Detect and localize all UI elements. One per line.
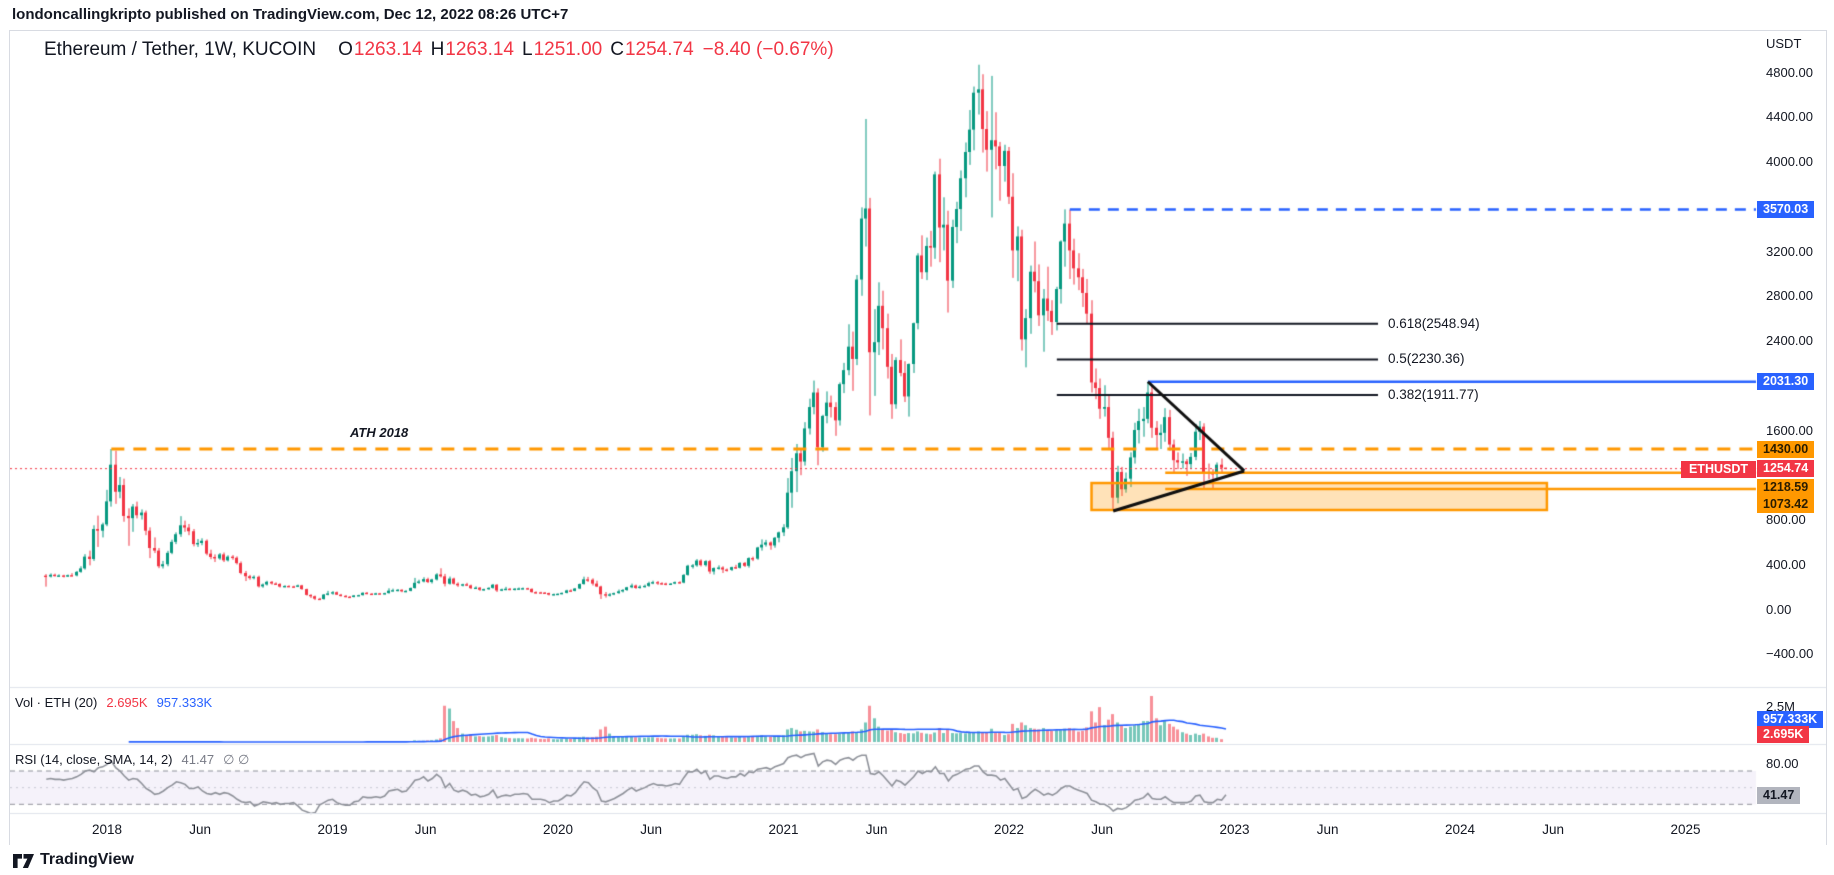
price-axis-tick: 4000.00 [1766,154,1813,169]
time-axis-tick: 2025 [1670,822,1701,837]
price-axis-tick: 2400.00 [1766,333,1813,348]
time-axis-tick: 2020 [542,822,574,837]
time-axis-tick: Jun [1316,822,1339,837]
time-axis-tick: Jun [189,822,212,837]
change-value: −8.40 (−0.67%) [702,39,834,60]
price-axis-tick: 800.00 [1766,512,1806,527]
rsi-axis-tick: 80.00 [1766,755,1799,771]
fib-level-label: 0.618(2548.94) [1388,315,1480,331]
chart-widget: Ethereum / Tether, 1W, KUCOIN O1263.14 H12… [9,30,1827,846]
fib-level-label: 0.382(1911.77) [1388,387,1479,403]
price-axis-tick: 3200.00 [1766,243,1813,259]
price-axis-tick: 400.00 [1766,556,1806,572]
price-axis[interactable]: USDT 4800.00 4400.00 4000.00 3200.00 2800.00 2… [1756,31,1826,813]
price-axis-tick: 0.00 [1766,601,1792,617]
volume-legend-ma: 957.333K [156,695,213,710]
attribution-text: londoncallingkripto published on Trading… [12,6,569,23]
open-value: 1263.14 [353,39,423,60]
tradingview-logo-icon[interactable] [12,850,35,872]
badge-resistance-2031: 2031.30 [1757,373,1815,391]
badge-resistance-3570: 3570.03 [1757,201,1815,219]
close-value: 1254.74 [624,39,694,60]
price-axis-unit: USDT [1766,36,1802,51]
time-axis-tick: Jun [1091,822,1114,837]
low-value: 1251.00 [533,39,603,60]
volume-legend-label: Vol · ETH (20) [15,695,98,710]
price-axis-tick: 1600.00 [1766,422,1813,438]
time-axis[interactable]: 2018 Jun 2019 Jun 2020 Jun 2021 Jun 2022 Jun 2023 J… [10,813,1826,845]
time-axis-tick: 2019 [317,822,348,837]
price-axis-tick: 4800.00 [1766,64,1813,80]
badge-support-1073: 1073.42 [1757,495,1815,513]
ath-2018-label: ATH 2018 [350,425,409,440]
attribution-bar: londoncallingkripto published on Trading… [0,0,1834,29]
time-axis-tick: 2024 [1444,822,1476,837]
rsi-legend-extra: ∅ ∅ [223,752,250,767]
price-axis-tick: 2800.00 [1766,288,1813,304]
low-label: L [521,39,533,60]
rsi-legend-value: 41.47 [181,752,215,767]
price-axis-tick: 4400.00 [1766,109,1813,125]
price-axis-tick: −400.00 [1766,646,1814,662]
badge-volume-value: 2.695K [1757,725,1810,743]
high-label: H [430,39,445,60]
rsi-legend[interactable]: RSI (14, close, SMA, 14, 2) 41.47 ∅ ∅ [15,752,258,768]
footer-bar: TradingView [0,845,1834,875]
open-label: O [338,39,353,60]
badge-last-price: 1254.74 [1757,460,1815,478]
time-axis-tick: 2018 [91,822,123,837]
time-axis-tick: 2021 [768,822,799,837]
badge-volume-ma: 957.333K [1757,710,1824,728]
time-axis-tick: Jun [640,822,663,837]
time-axis-tick: 2023 [1219,822,1250,837]
tradingview-brand-text[interactable]: TradingView [40,851,134,868]
symbol-title: Ethereum / Tether, 1W, KUCOIN [44,39,317,60]
symbol-legend[interactable]: Ethereum / Tether, 1W, KUCOIN O1263.14 H12… [44,39,834,61]
price-chart-canvas[interactable] [10,31,1826,845]
time-axis-tick: Jun [414,822,437,837]
badge-support-1218: 1218.59 [1757,478,1815,496]
badge-ath-1430: 1430.00 [1757,440,1815,458]
volume-legend[interactable]: Vol · ETH (20) 2.695K 957.333K [15,695,212,710]
time-axis-tick: Jun [865,822,888,837]
time-axis-tick: 2022 [993,822,1025,837]
close-label: C [610,39,624,60]
rsi-legend-label: RSI (14, close, SMA, 14, 2) [15,752,173,767]
badge-rsi-value: 41.47 [1757,786,1801,804]
time-axis-tick: Jun [1542,822,1565,837]
high-value: 1263.14 [445,39,514,60]
fib-level-label: 0.5(2230.36) [1388,351,1465,367]
symbol-price-flag: ETHUSDT [1680,460,1756,478]
volume-axis-tick: 2.5M [1766,698,1795,714]
volume-legend-value: 2.695K [106,695,148,710]
